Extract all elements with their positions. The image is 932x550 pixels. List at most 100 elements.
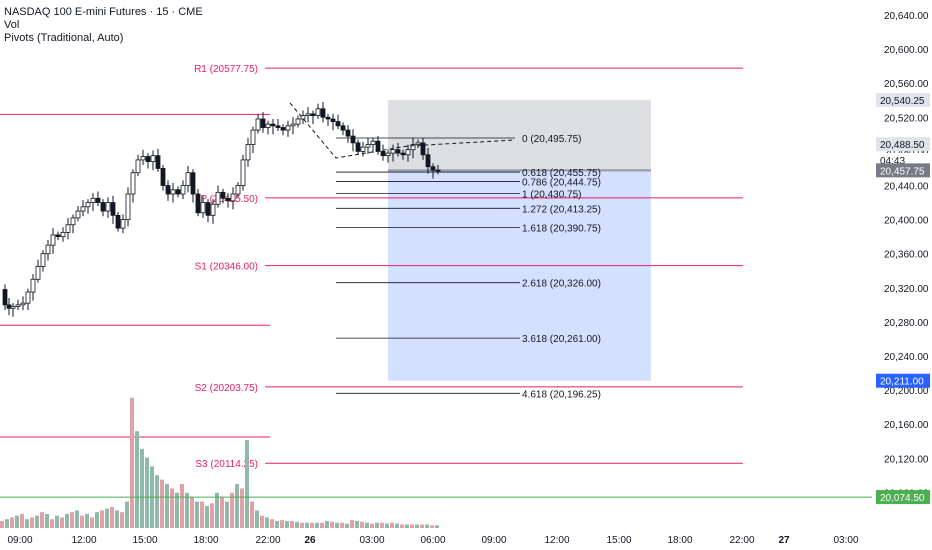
volume-bar (95, 512, 99, 528)
candle-body (295, 118, 301, 125)
candle-body (415, 142, 421, 145)
volume-bar (430, 525, 434, 528)
volume-bar (405, 524, 409, 528)
price-tag: 20,457.75 (880, 166, 925, 177)
price-tick: 20,160.00 (884, 420, 929, 431)
candle-body (55, 234, 61, 238)
candle-body (235, 185, 241, 195)
fib-level-label: 0.786 (20,444.75) (522, 177, 601, 188)
candle-body (340, 125, 346, 131)
volume-bar (290, 520, 294, 528)
volume-bar (105, 508, 109, 528)
fib-level-label: 0 (20,495.75) (522, 134, 582, 145)
candle-body (395, 149, 401, 154)
candle-body (365, 144, 371, 148)
price-tick: 20,240.00 (884, 352, 929, 363)
volume-bar (315, 522, 319, 528)
candle-body (320, 108, 326, 118)
price-tag-bg (876, 490, 930, 505)
candle-body (435, 169, 441, 172)
volume-bar (70, 512, 74, 528)
volume-bar (215, 492, 219, 528)
time-tick: 26 (304, 535, 316, 546)
volume-bar (205, 506, 209, 528)
volume-bar (55, 515, 59, 528)
fib-level-label: 1 (20,430.75) (522, 189, 582, 200)
candle-body (120, 219, 126, 229)
fib-level-label: 2.618 (20,326.00) (522, 279, 601, 290)
candle-body (25, 291, 31, 304)
volume-bar (5, 519, 9, 528)
time-axis[interactable]: 09:00 12:00 15:00 18:00 22:00 26 03:00 06:00 09:… (7, 535, 858, 546)
candle-body (260, 118, 266, 128)
volume-bar (380, 522, 384, 528)
candle-body (80, 206, 86, 212)
volume-bar (370, 523, 374, 528)
volume-bar (310, 522, 314, 528)
volume-bar (320, 522, 324, 528)
volume-bar (40, 512, 44, 528)
symbol-title[interactable]: NASDAQ 100 E-mini Futures · 15 · CME (4, 6, 203, 18)
candle-body (95, 197, 101, 203)
volume-bar (125, 501, 129, 528)
price-axis[interactable]: 20,640.00 20,600.00 20,560.00 20,520.00 20,4… (872, 0, 932, 530)
candle-body (210, 203, 216, 216)
volume-bar (50, 519, 54, 528)
chart-legend: NASDAQ 100 E-mini Futures · 15 · CME Vol… (4, 6, 203, 45)
price-tag: 04:43 (880, 156, 905, 167)
price-tick: 20,480.00 (884, 147, 929, 158)
pivots-indicator-label[interactable]: Pivots (Traditional, Auto) (4, 32, 124, 44)
volume-bar (340, 522, 344, 528)
price-tick: 20,400.00 (884, 216, 929, 227)
volume-bar (255, 510, 259, 528)
volume-indicator-label[interactable]: Vol (4, 19, 20, 31)
volume-bar (165, 484, 169, 528)
volume-bar (265, 517, 269, 528)
volume-bar (170, 488, 174, 528)
volume-bar (10, 517, 14, 528)
volume-bar (335, 522, 339, 528)
candle-body (305, 113, 311, 116)
volume-bar (345, 523, 349, 528)
volume-bars (0, 397, 880, 528)
candle-body (335, 121, 341, 127)
volume-bar (435, 525, 439, 528)
price-tag: 20,211.00 (880, 377, 924, 388)
candle-body (385, 152, 391, 157)
volume-bar (220, 497, 224, 528)
volume-bar (15, 515, 19, 528)
candle-body (20, 302, 26, 306)
candle-body (85, 202, 91, 208)
candle-body (10, 306, 16, 309)
candle-body (360, 146, 366, 152)
time-tick: 12:00 (544, 535, 569, 546)
candle-body (45, 244, 51, 255)
fib-extension[interactable]: 0 (20,495.75) 0.618 (20,455.75)0.786 (20,… (336, 134, 601, 400)
candle-body (165, 185, 171, 195)
pattern-lines[interactable] (289, 102, 516, 159)
volume-bar (330, 521, 334, 528)
candle-body (40, 253, 46, 267)
target-zone[interactable] (388, 169, 651, 381)
volume-bar (195, 501, 199, 528)
pivot-label: S1 (20346.00) (195, 262, 258, 273)
stop-zone[interactable] (388, 100, 651, 171)
candle-body (125, 193, 131, 220)
volume-bar (100, 510, 104, 528)
volume-bar (180, 484, 184, 528)
fib-level-label: 1.618 (20,390.75) (522, 223, 601, 234)
candle-body (310, 113, 316, 116)
volume-bar (60, 517, 64, 528)
time-tick: 09:00 (481, 535, 506, 546)
candle-body (205, 202, 211, 216)
target-box (388, 170, 651, 381)
pattern-polyline (289, 102, 516, 159)
price-tag-bg (876, 373, 930, 388)
volume-bar (285, 520, 289, 528)
price-tick: 20,200.00 (884, 386, 929, 397)
candle-body (370, 140, 376, 145)
volume-bar (30, 517, 34, 528)
volume-bar (325, 520, 329, 528)
candle-body (405, 149, 411, 156)
